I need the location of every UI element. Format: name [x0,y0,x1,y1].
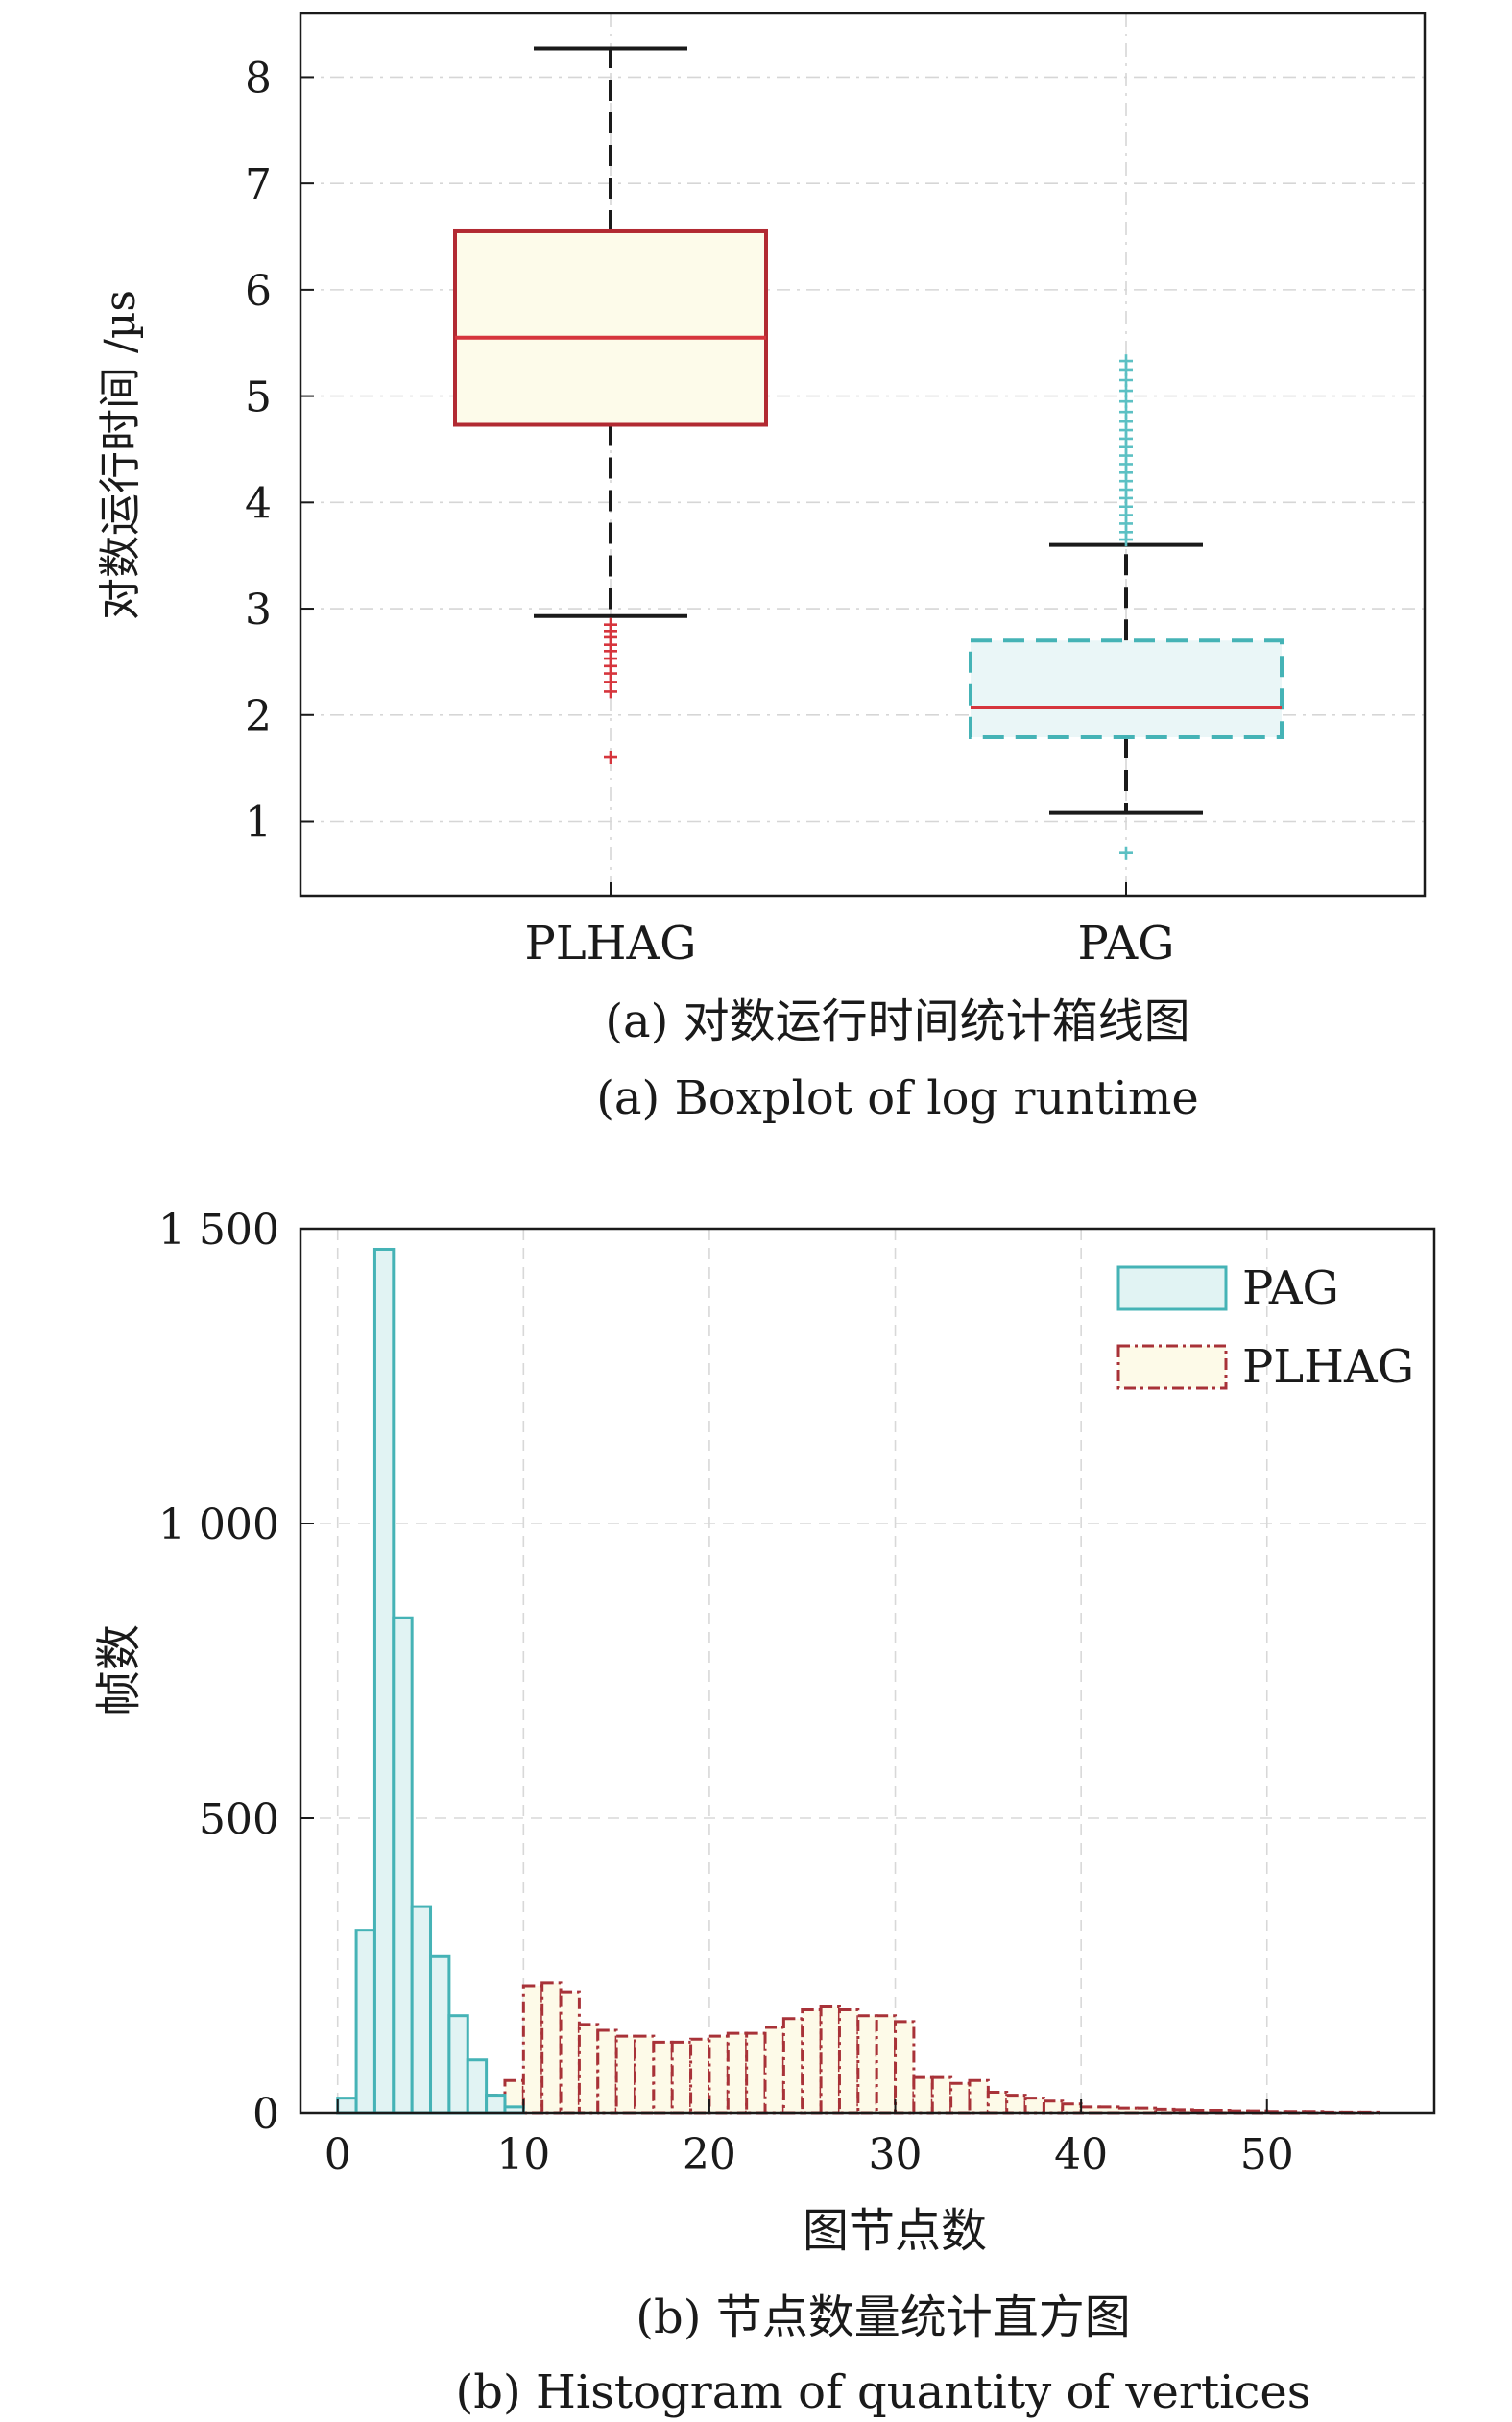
histogram-bar [856,2014,878,2115]
boxplot-x-axis: PLHAG PAG [524,882,1174,971]
histogram-chart: 0 500 1 000 1 500 0 10 20 30 40 50 PAG PLHAG 图节点数… [92,1206,1436,2419]
histogram-legend: PAG PLHAG [1116,1261,1414,1394]
histogram-bar [577,2023,600,2115]
boxplot-y-tick-label: 6 [245,267,272,316]
boxplot-marks [453,46,1284,860]
histogram-bar [670,2040,693,2115]
boxplot-y-axis: 1 2 3 4 5 6 7 8 [245,54,314,847]
histogram-y-tick-label: 1 000 [158,1500,279,1549]
histogram-x-tick-label: 10 [496,2130,550,2179]
histogram-y-axis-label: 帧数 [92,1624,146,1716]
boxplot-y-tick-label: 5 [245,373,272,422]
histogram-bar [614,2034,636,2115]
histogram-bar [1005,2094,1027,2115]
legend-label-plhag: PLHAG [1242,1340,1414,1394]
histogram-bar [559,1990,581,2115]
histogram-bar [466,2058,489,2115]
boxplot-y-axis-label: 对数运行时间 /µs [96,290,145,620]
legend-swatch-plhag [1116,1344,1228,1390]
histogram-bar [726,2031,749,2115]
histogram-bar [930,2075,953,2115]
histogram-caption-en: (b) Histogram of quantity of vertices [456,2365,1311,2419]
histogram-bar [429,1954,451,2115]
histogram-bar [336,2097,358,2115]
histogram-bar [521,1984,544,2115]
boxplot-y-tick-label: 2 [245,692,272,741]
legend-label-pag: PAG [1242,1261,1339,1315]
boxplot-y-tick-label: 4 [245,479,272,528]
histogram-bar [801,2008,823,2115]
histogram-bar [986,2091,1009,2115]
legend-swatch-pag [1116,1265,1228,1311]
histogram-bar [875,2014,898,2115]
histogram-bar [372,1247,396,2115]
boxplot-y-tick-label: 7 [245,160,272,209]
boxplot-y-tick-label: 3 [245,586,272,635]
histogram-bar [1042,2099,1065,2115]
histogram-bar [354,1929,376,2115]
boxplot-x-tick-label: PAG [1078,917,1175,971]
histogram-bar [763,2026,785,2115]
histogram-x-axis: 0 10 20 30 40 50 [324,2099,1294,2179]
boxplot-chart: 1 2 3 4 5 6 7 8 PLHAG PAG 对数运行时间 /µs (a) 对数运行时间统… [96,12,1427,1125]
boxplot-y-tick-label: 1 [245,798,272,847]
histogram-x-axis-label: 图节点数 [803,2204,987,2258]
boxplot-box-pag [969,354,1284,860]
histogram-x-tick-label: 20 [683,2130,736,2179]
histogram-y-tick-label: 0 [252,2090,279,2139]
histogram-bar [912,2075,934,2115]
boxplot-x-tick-label: PLHAG [524,917,696,971]
histogram-x-tick-label: 30 [869,2130,923,2179]
histogram-bar [633,2034,656,2115]
boxplot-caption-cn: (a) 对数运行时间统计箱线图 [605,995,1189,1048]
histogram-bar [392,1616,414,2115]
histogram-bar [837,2008,860,2115]
boxplot-y-tick-label: 8 [245,54,272,103]
histogram-y-tick-label: 1 500 [158,1206,279,1255]
boxplot-box-body [969,638,1284,740]
boxplot-plot-frame [299,12,1427,898]
boxplot-outlier [1119,846,1133,860]
boxplot-box-plhag [453,46,768,765]
histogram-bar [781,2017,804,2115]
histogram-x-tick-label: 0 [324,2130,351,2179]
histogram-bar [894,2020,916,2115]
histogram-y-axis: 0 500 1 000 1 500 [158,1206,314,2139]
histogram-bar [410,1905,433,2115]
histogram-bar [1023,2097,1045,2115]
histogram-bar [540,1981,563,2115]
histogram-series-pag [336,1247,525,2115]
histogram-bar [745,2031,767,2115]
histogram-caption-cn: (b) 节点数量统计直方图 [636,2290,1130,2344]
histogram-y-tick-label: 500 [199,1795,279,1844]
histogram-x-tick-label: 50 [1240,2130,1294,2179]
histogram-bar [485,2094,507,2115]
histogram-bar [447,2014,469,2115]
histogram-bar [1061,2102,1083,2115]
boxplot-caption-en: (a) Boxplot of log runtime [596,1071,1199,1125]
histogram-bar [968,2078,990,2115]
boxplot-gridlines [300,13,1425,896]
histogram-bar [596,2028,618,2115]
histogram-plot-frame [299,1227,1436,2115]
histogram-x-tick-label: 40 [1054,2130,1108,2179]
boxplot-outlier [1119,354,1133,369]
histogram-bar [949,2081,972,2115]
histogram-bar [708,2034,730,2115]
boxplot-outlier [604,751,617,765]
boxplot-box-body [453,228,768,427]
histogram-bar [689,2037,711,2115]
histogram-series-plhag [447,1981,1380,2115]
histogram-bar [652,2040,674,2115]
histogram-bar [819,2004,841,2115]
boxplot-outlier [604,684,617,699]
